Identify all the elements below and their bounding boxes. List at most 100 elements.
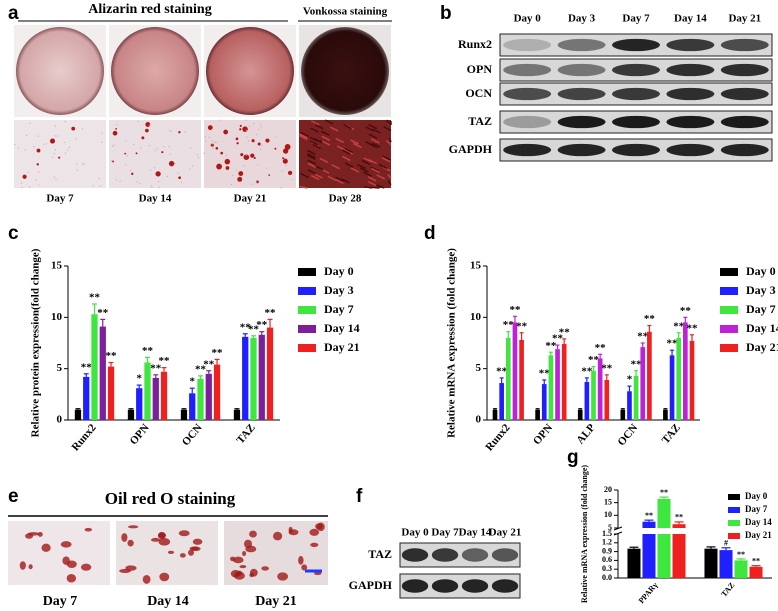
stain-fiber	[307, 149, 316, 156]
bar	[676, 337, 682, 420]
lipid-cell	[277, 572, 289, 581]
row-label: OPN	[467, 62, 493, 76]
cell-dot	[27, 171, 29, 174]
y-tick-label: 10	[470, 311, 482, 323]
stain-fiber	[371, 167, 380, 174]
staining-images	[8, 521, 328, 585]
legend-label: Day 3	[324, 283, 354, 297]
row-label: GAPDH	[349, 578, 393, 592]
cell-dot	[169, 129, 171, 132]
blot-band	[666, 38, 715, 52]
bar	[205, 373, 212, 420]
legend-swatch	[720, 287, 738, 295]
legend-label: Day 14	[746, 321, 778, 335]
cell-dot	[205, 140, 207, 142]
staining-images	[14, 25, 392, 189]
lipid-cell	[288, 526, 293, 534]
blot-band	[666, 115, 715, 129]
bar	[584, 382, 590, 420]
y-tick-label: 0.0	[602, 573, 612, 582]
cell-dot	[129, 169, 132, 171]
western-blot: Day 0 Day 3 Day 7 Day 14 Day 21 Runx2 OPN OCN TA…	[449, 13, 773, 162]
cell-dot	[189, 147, 192, 149]
micrograph	[109, 120, 201, 188]
stain-dot	[223, 129, 229, 135]
significance: **	[595, 342, 607, 354]
row-label: TAZ	[368, 547, 392, 561]
bar	[541, 384, 547, 420]
cell-dot	[247, 140, 250, 142]
cell-dot	[197, 157, 200, 159]
bar	[704, 548, 718, 578]
significance: **	[686, 322, 698, 334]
day-label: Day 21	[255, 594, 297, 609]
significance: **	[106, 350, 118, 362]
day-label: Day 28	[329, 193, 362, 205]
cell-dot	[20, 182, 22, 184]
y-tick-label: 1.5	[602, 529, 612, 538]
stain-dot	[282, 157, 285, 160]
micrograph	[8, 521, 110, 585]
lipid-cell	[249, 530, 257, 538]
stain-fiber	[321, 135, 331, 142]
lipid-cell	[178, 530, 190, 537]
significance: **	[660, 488, 668, 497]
stain-dot	[216, 163, 222, 170]
lane-label: Day 0	[514, 13, 542, 25]
cell-dot	[53, 176, 55, 178]
legend-swatch	[720, 306, 738, 314]
cell-dot	[174, 162, 176, 165]
cell-dot	[261, 144, 263, 146]
stain-fiber	[371, 186, 380, 189]
stain-fiber	[299, 185, 308, 189]
y-tick-label: 0.9	[602, 546, 612, 555]
significance: *	[136, 373, 142, 385]
blot-band	[720, 38, 769, 52]
cell-dot	[245, 130, 248, 132]
y-tick-label: 15	[604, 497, 612, 506]
lipid-cell	[245, 545, 257, 553]
bar	[492, 409, 498, 420]
cell-dot	[184, 131, 186, 133]
cell-dot	[119, 180, 121, 182]
bar	[250, 337, 257, 420]
bar	[647, 331, 652, 420]
bar	[519, 339, 524, 420]
stain-fiber	[307, 169, 317, 175]
y-tick-label: 0	[476, 414, 482, 426]
panel-title: Vonkossa staining	[303, 6, 388, 18]
cell-dot	[37, 184, 40, 186]
stain-dot	[235, 137, 239, 141]
blot-band	[666, 63, 715, 77]
cell-dot	[75, 138, 77, 140]
blot-band	[461, 548, 489, 562]
stain-fiber	[314, 124, 324, 130]
significance: **	[631, 358, 643, 370]
cell-dot	[154, 167, 156, 169]
bar	[189, 393, 196, 420]
x-tick-label: TAZ	[719, 581, 736, 599]
blot-band	[612, 87, 660, 101]
legend-label: Day 7	[324, 302, 354, 316]
lipid-cell	[192, 538, 203, 545]
stain-dot	[155, 171, 161, 177]
cell-dot	[248, 125, 250, 127]
stain-fiber	[344, 147, 354, 154]
dish	[16, 27, 104, 115]
bar	[160, 371, 168, 420]
blot-band	[720, 87, 769, 101]
stain-dot	[58, 156, 61, 159]
stain-fiber	[385, 140, 392, 146]
cell-dot	[210, 129, 213, 131]
significance: **	[150, 362, 162, 374]
stain-dot	[215, 147, 219, 150]
significance: **	[559, 326, 571, 338]
stain-fiber	[367, 180, 377, 187]
lane-label: Day 3	[568, 13, 596, 25]
lane-label: Day 0	[401, 527, 429, 539]
bar	[99, 326, 106, 420]
blot-band	[720, 63, 769, 77]
lipid-cell	[317, 522, 325, 532]
cell-dot	[191, 165, 193, 167]
cell-dot	[148, 124, 151, 126]
